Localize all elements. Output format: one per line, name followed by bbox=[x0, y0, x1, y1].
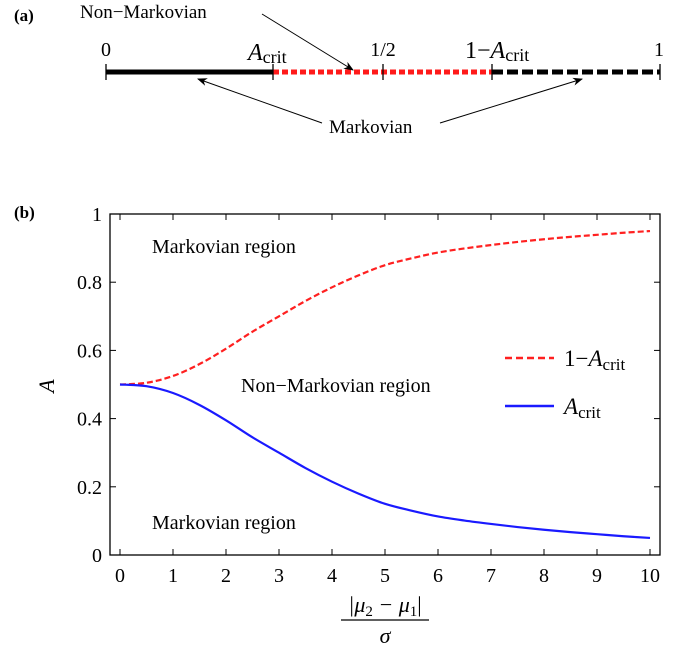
y-tick-label: 0.6 bbox=[77, 340, 102, 362]
non-markovian-arrow bbox=[261, 13, 354, 71]
panel-a-label: (a) bbox=[14, 6, 34, 25]
tick-label-0: 0 bbox=[101, 39, 111, 61]
y-tick-label: 0.2 bbox=[77, 477, 102, 499]
y-tick-label: 1 bbox=[92, 204, 102, 226]
x-axis-label-denominator: σ bbox=[380, 623, 392, 648]
panel-b-label: (b) bbox=[14, 203, 35, 222]
x-tick-label: 1 bbox=[168, 565, 178, 587]
x-tick-label: 5 bbox=[380, 565, 390, 587]
x-axis-label: |μ2 − μ1| σ bbox=[341, 592, 429, 648]
y-tick-label: 0 bbox=[92, 545, 102, 567]
region-bottom-label: Markovian region bbox=[152, 512, 296, 534]
region-middle-label: Non−Markovian region bbox=[241, 375, 431, 397]
x-tick-label: 8 bbox=[539, 565, 549, 587]
tick-label-half: 1/2 bbox=[370, 39, 396, 61]
series-line-one-minus-a-crit bbox=[119, 229, 651, 386]
legend: 1−Acrit Acrit bbox=[505, 346, 625, 422]
markovian-arrow-right bbox=[439, 77, 583, 124]
x-tick-label: 6 bbox=[433, 565, 443, 587]
non-markovian-annotation: Non−Markovian bbox=[80, 2, 207, 23]
tick-label-1: 1 bbox=[654, 39, 664, 61]
x-axis-label-numerator: |μ2 − μ1| bbox=[348, 592, 421, 620]
x-tick-label: 3 bbox=[274, 565, 284, 587]
x-tick-label: 7 bbox=[486, 565, 496, 587]
a-crit-label: Acrit bbox=[246, 40, 287, 67]
x-tick-label: 4 bbox=[327, 565, 337, 587]
axis-ticks: 0 1 2 3 4 5 6 7 8 9 10 0 0.2 0.4 0.6 0.8 1 bbox=[77, 204, 660, 587]
one-minus-a-crit-label: 1−Acrit bbox=[465, 38, 529, 65]
legend-label-a-crit: Acrit bbox=[562, 394, 601, 422]
x-tick-label: 9 bbox=[592, 565, 602, 587]
y-tick-label: 0.8 bbox=[77, 272, 102, 294]
markovian-arrow-left bbox=[197, 78, 323, 124]
series-line-a-crit bbox=[119, 383, 651, 540]
x-tick-label: 2 bbox=[221, 565, 231, 587]
panel-b: (b) 0 1 2 3 4 5 6 7 8 9 10 0 0.2 0.4 0.6 0.8 1 Markovian… bbox=[14, 203, 661, 648]
panel-a: (a) 0 1/2 1 Acrit 1−Acrit Non−Markovian … bbox=[14, 2, 664, 138]
x-tick-label: 0 bbox=[115, 565, 125, 587]
markovian-annotation: Markovian bbox=[329, 117, 413, 138]
y-axis-label: A bbox=[34, 379, 59, 395]
x-tick-label: 10 bbox=[640, 565, 660, 587]
series-lines bbox=[119, 229, 651, 540]
legend-label-one-minus-a-crit: 1−Acrit bbox=[564, 346, 625, 374]
y-tick-label: 0.4 bbox=[77, 409, 102, 431]
region-top-label: Markovian region bbox=[152, 236, 296, 258]
